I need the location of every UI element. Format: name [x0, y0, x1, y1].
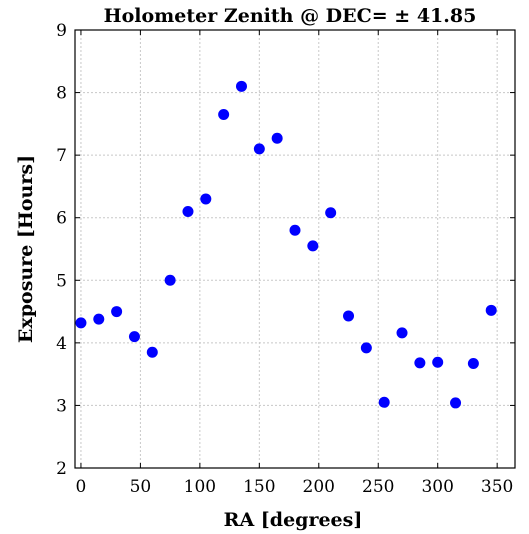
data-point [450, 397, 462, 409]
data-point [307, 240, 319, 252]
x-axis-label: RA [degrees] [224, 509, 363, 531]
chart-title: Holometer Zenith @ DEC= ± 41.85 [104, 5, 477, 27]
data-point [200, 193, 212, 205]
x-tick-label: 50 [130, 477, 152, 497]
y-tick-label: 9 [56, 21, 67, 41]
x-tick-label: 150 [243, 477, 275, 497]
x-tick-label: 350 [481, 477, 513, 497]
data-point [378, 396, 390, 408]
y-tick-label: 7 [56, 146, 67, 166]
data-point [289, 224, 301, 236]
data-point [467, 358, 479, 370]
data-point [111, 306, 123, 318]
data-point [325, 207, 337, 219]
data-point [360, 342, 372, 354]
data-point [128, 331, 140, 343]
y-tick-label: 8 [56, 84, 67, 104]
data-point [182, 205, 194, 217]
data-point [485, 304, 497, 316]
axis-ticks: 0 50 100 150 200 250 300 350 2 3 4 5 6 7 8 9 [56, 21, 515, 497]
x-tick-label: 300 [421, 477, 453, 497]
x-tick-label: 100 [184, 477, 216, 497]
data-point [93, 313, 105, 325]
data-point [414, 357, 426, 369]
y-tick-label: 4 [56, 334, 67, 354]
data-point [253, 143, 265, 155]
data-points [75, 80, 497, 409]
y-tick-label: 2 [56, 459, 67, 479]
plot-frame [74, 29, 516, 469]
y-tick-label: 5 [56, 271, 67, 291]
data-point [218, 108, 230, 120]
data-point [235, 80, 247, 92]
x-tick-label: 250 [362, 477, 394, 497]
data-point [164, 274, 176, 286]
data-point [146, 346, 158, 358]
grid-lines [75, 29, 515, 469]
data-point [396, 327, 408, 339]
data-point [271, 132, 283, 144]
data-point [432, 356, 444, 368]
x-tick-label: 200 [303, 477, 335, 497]
data-point [75, 317, 87, 329]
x-tick-label: 0 [76, 477, 87, 497]
y-axis-label: Exposure [Hours] [15, 155, 37, 343]
y-tick-label: 6 [56, 209, 67, 229]
y-tick-label: 3 [56, 396, 67, 416]
data-point [343, 310, 355, 322]
